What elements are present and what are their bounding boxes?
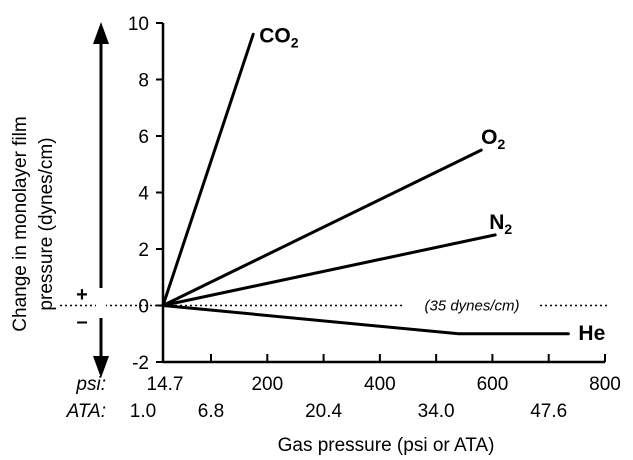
minus-sign: – [76,311,87,333]
y-tick-label: 0 [138,297,149,318]
arrow-gap [96,288,106,318]
double-arrow-icon [93,22,109,378]
series-line-co2 [161,32,255,307]
ata-tick-label: 47.6 [530,401,567,422]
y-tick-label: 8 [138,71,149,92]
reference-label: (35 dynes/cm) [424,298,519,315]
psi-tick-label: 200 [251,374,283,395]
series-lines: CO2 O2 N2 He [161,24,605,345]
psi-tick-label: 800 [589,374,621,395]
psi-tick-label: 400 [364,374,396,395]
ata-row-label: ATA: [66,401,106,422]
series-line-he [161,304,570,336]
ata-tick-label: 6.8 [198,401,224,422]
series-label-o2: O2 [481,126,505,152]
reference-label-background [404,296,540,315]
series-label-n2: N2 [489,211,512,237]
psi-row-label: psi: [75,374,106,395]
ata-tick-label: 1.0 [130,401,156,422]
y-axis-title-line2: pressure (dynes/cm) [36,137,57,310]
y-tick-label: -2 [132,353,149,374]
ata-tick-label: 34.0 [418,401,455,422]
series-label-co2: CO2 [259,24,299,50]
series-label-he: He [578,322,605,345]
series-line-o2 [161,148,483,307]
y-tick-label: 6 [138,127,149,148]
y-axis-title-line1: Change in monolayer film [10,116,31,331]
x-axis-title: Gas pressure (psi or ATA) [278,435,495,456]
psi-tick-label: 14.7 [147,374,184,395]
y-tick-label: 4 [138,184,149,205]
ticks: -2 0 2 4 6 8 10 14.7 200 400 600 800 1.0 6.8 20.4 34.0 4… [128,14,621,422]
y-tick-label: 2 [138,240,149,261]
ata-tick-label: 20.4 [305,401,342,422]
series-line-n2 [161,233,497,307]
plus-sign: + [76,284,88,306]
psi-tick-label: 600 [477,374,509,395]
y-tick-label: 10 [128,14,149,35]
